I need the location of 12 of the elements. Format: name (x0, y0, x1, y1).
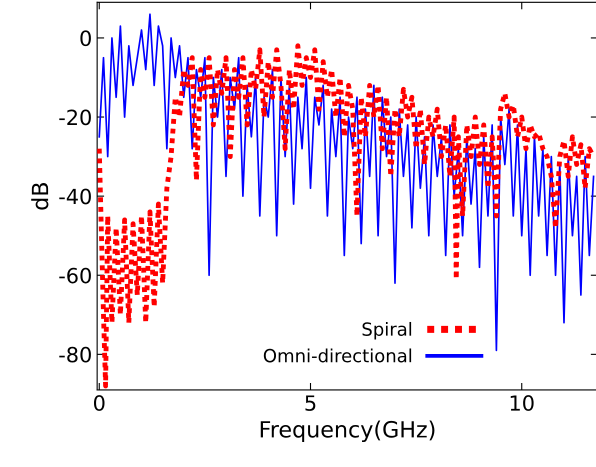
y-tick-label: -60 (59, 268, 91, 284)
x-tick-label: 5 (305, 395, 316, 411)
x-tick-label: 0 (94, 395, 105, 411)
x-tick-label: 10 (510, 395, 534, 411)
y-tick-label: -20 (59, 109, 91, 126)
y-tick-label: 0 (80, 30, 91, 46)
y-tick-label: -80 (59, 346, 91, 363)
y-axis-title: dB (31, 183, 48, 210)
legend-label: Omni-directional (264, 348, 412, 362)
x-axis-title: Frequency(GHz) (260, 420, 434, 442)
legend-label: Spiral (362, 322, 412, 340)
y-tick-label: -40 (59, 188, 91, 204)
